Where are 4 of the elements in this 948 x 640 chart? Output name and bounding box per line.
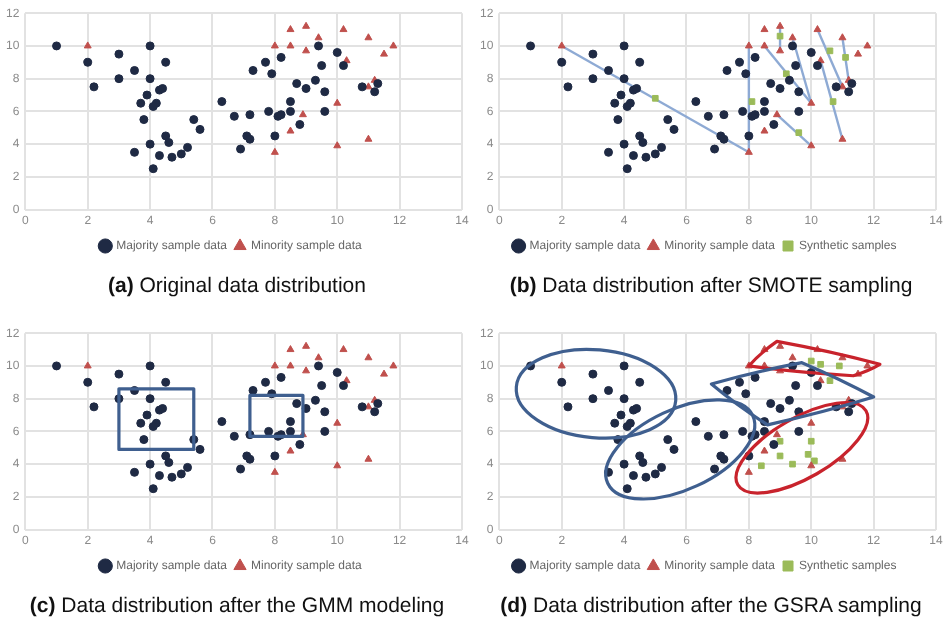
text: (c) Data distribution after the GMM modeling bbox=[29, 594, 445, 618]
text: (b) Data distribution after SMOTE sampling bbox=[509, 274, 913, 298]
text: (d) Data distribution after the GSRA sampling bbox=[500, 594, 922, 618]
text: (a) Original data distribution bbox=[108, 274, 366, 298]
